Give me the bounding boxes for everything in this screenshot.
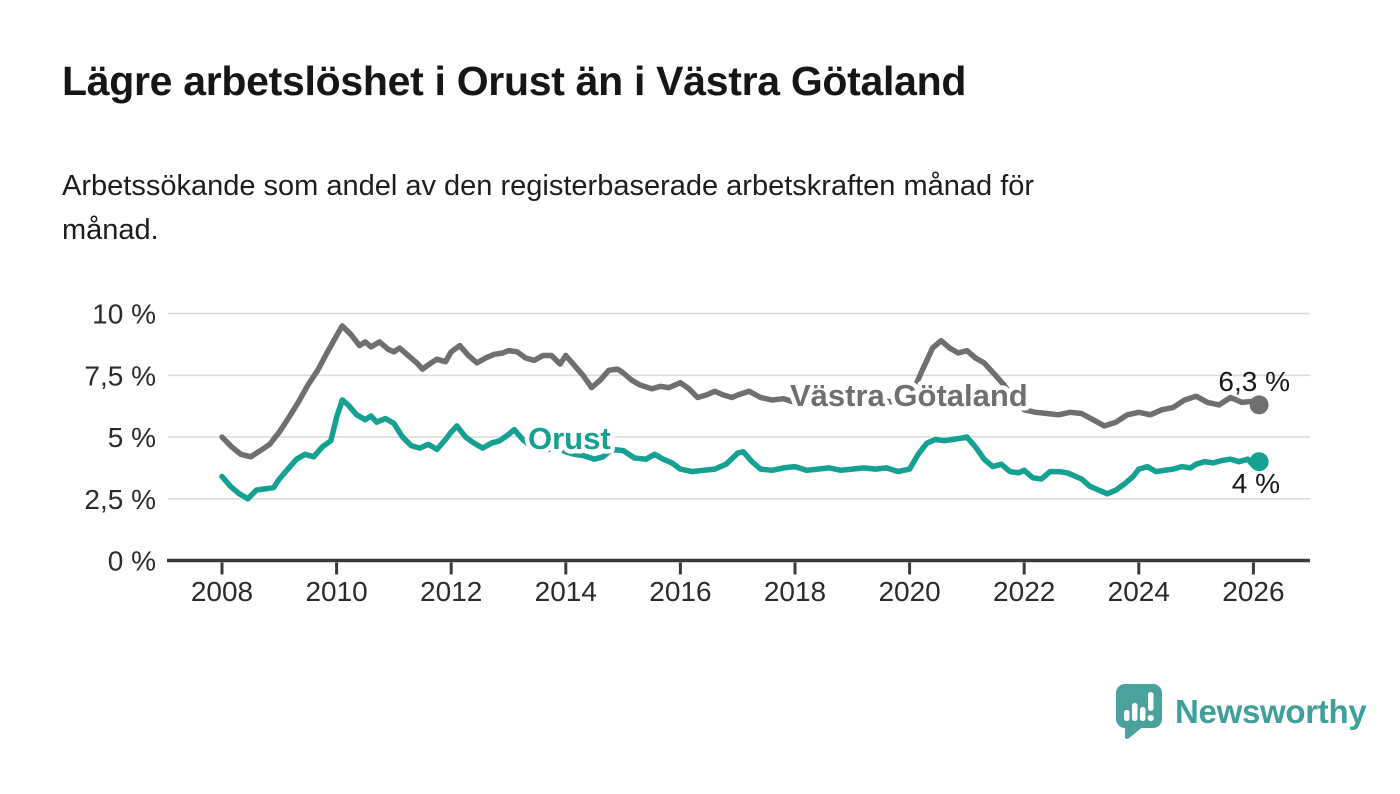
x-axis-label: 2018: [764, 576, 826, 607]
bar-chart-speech-bubble-icon: [1116, 684, 1162, 740]
x-axis-label: 2024: [1108, 576, 1170, 607]
chart-subtitle: Arbetssökande som andel av den registerb…: [62, 164, 1302, 252]
series-line-vastra-gotaland: [219, 323, 1262, 460]
x-axis-label: 2016: [649, 576, 711, 607]
chart-subtitle-line-2: månad.: [62, 214, 159, 246]
x-axis-label: 2022: [993, 576, 1055, 607]
chart-subtitle-line-1: Arbetssökande som andel av den registerb…: [62, 170, 1035, 202]
x-axis-label: 2020: [878, 576, 940, 607]
x-axis-label: 2012: [420, 576, 482, 607]
x-axis-label: 2008: [191, 576, 253, 607]
series-label-orust: Orust: [528, 421, 611, 456]
newsworthy-wordmark: Newsworthy: [1175, 693, 1367, 730]
y-axis-label: 2,5 %: [84, 484, 156, 515]
y-axis-label: 7,5 %: [84, 360, 156, 391]
x-axis-label: 2014: [535, 576, 597, 607]
series-end-dot-vastra-gotaland: [1249, 395, 1269, 415]
newsworthy-logo: Newsworthy: [1112, 682, 1367, 742]
end-value-label-orust: 4 %: [1232, 468, 1280, 499]
page-title: Lägre arbetslöshet i Orust än i Västra G…: [62, 58, 967, 104]
y-axis-label: 5 %: [108, 422, 156, 453]
end-value-label-vastra-gotaland: 6,3 %: [1218, 366, 1290, 397]
x-axis-label: 2010: [305, 576, 367, 607]
series-end-dot-orust: [1249, 452, 1269, 472]
y-axis-label: 10 %: [92, 299, 156, 330]
series-label-vastra-gotaland: Västra Götaland: [790, 378, 1028, 413]
series-line-orust: [219, 397, 1262, 502]
x-axis-label: 2026: [1222, 576, 1284, 607]
y-axis-label: 0 %: [108, 546, 156, 577]
